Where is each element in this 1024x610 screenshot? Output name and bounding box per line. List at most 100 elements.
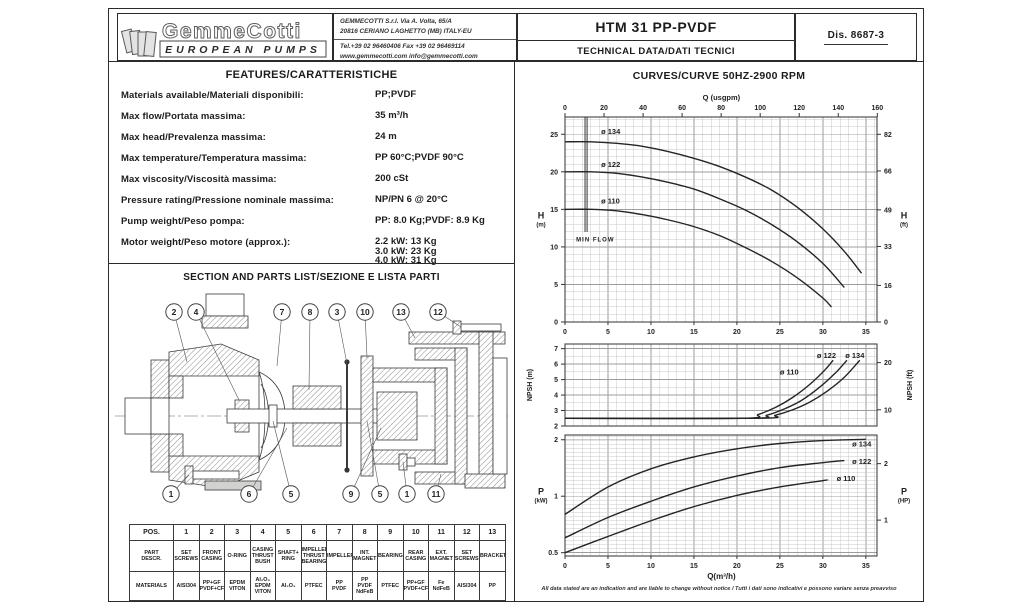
callout-leader xyxy=(336,311,348,365)
company-info-cell: GEMMECOTTI S.r.l. Via A. Volta, 65/A 208… xyxy=(333,13,517,61)
head-flow-chart: 0 5 10 15 20 25 0 16 33 49 66 82 H (m) H (ft) 0 20 40 60 80 1… xyxy=(516,90,921,340)
features-rows: Materials available/Materiali disponibil… xyxy=(109,88,514,265)
svg-text:7: 7 xyxy=(554,346,558,353)
svg-text:1: 1 xyxy=(884,518,888,525)
feature-row: Motor weight/Peso motore (approx.): 2.2 k… xyxy=(109,235,514,265)
callout-number: 1 xyxy=(405,489,410,499)
svg-text:H: H xyxy=(538,211,545,221)
svg-text:80: 80 xyxy=(717,105,725,112)
callout-number: 8 xyxy=(308,307,313,317)
svg-text:(m): (m) xyxy=(536,223,545,229)
svg-text:P: P xyxy=(901,487,907,497)
svg-text:10: 10 xyxy=(550,244,558,251)
callout-leader xyxy=(248,427,288,495)
parts-table-cell: 7 xyxy=(326,524,353,541)
disclaimer-note: All data stated are an indication and ar… xyxy=(541,586,897,592)
company-address-line1: GEMMECOTTI S.r.l. Via A. Volta, 65/A xyxy=(340,18,452,25)
curve-label: ø 134 xyxy=(845,351,865,360)
curves-title: CURVES/CURVE 50HZ-2900 RPM xyxy=(632,70,806,82)
svg-text:30: 30 xyxy=(819,563,827,570)
svg-text:5: 5 xyxy=(606,329,610,336)
callout-balloon xyxy=(162,485,180,503)
parts-table-cell: IMPELLER xyxy=(326,540,353,572)
logo-wordmark: GemmeCotti xyxy=(162,20,302,43)
svg-text:140: 140 xyxy=(832,105,844,112)
callout-balloon xyxy=(282,485,300,503)
port-flange xyxy=(201,315,249,329)
features-title: FEATURES/CARATTERISTICHE xyxy=(225,69,398,81)
parts-table: POS. 1 2 3 4 5 6 7 8 9 10 11 12 13 PART DESCR. SET SCRE… xyxy=(129,524,506,601)
parts-table-cell: PTFEC xyxy=(300,571,327,601)
svg-text:2: 2 xyxy=(554,437,558,444)
pump-cross-section-drawing: 2 4 7 8 3 10 13 121 6 5 9 5 1 11 xyxy=(115,293,508,503)
callout-number: 5 xyxy=(378,489,383,499)
external-magnet-end xyxy=(454,347,468,485)
callout-balloon xyxy=(273,303,291,321)
npsh-chart: 2 3 4 5 6 7 10 20 NPSH (m) NPSH (ft) ø 110 ø 122 ø 1… xyxy=(516,338,921,432)
curve-label: ø 122 xyxy=(817,351,836,360)
parts-table-cell: AISI304 xyxy=(173,571,200,601)
set-screw-top xyxy=(456,323,502,332)
svg-text:6: 6 xyxy=(554,362,558,369)
parts-table-cell: 6 xyxy=(300,524,327,541)
svg-text:20: 20 xyxy=(600,105,608,112)
feature-value: 2.2 kW: 13 Kg 3.0 kW: 23 Kg 4.0 kW: 31 K… xyxy=(375,236,437,266)
parts-table-cell: SET SCREWS xyxy=(173,540,200,572)
callout-number: 12 xyxy=(433,307,443,317)
book-stack-icon xyxy=(120,28,157,58)
curve-label: ø 110 xyxy=(837,474,856,483)
svg-text:2: 2 xyxy=(884,461,888,468)
feature-value: NP/PN 6 @ 20°C xyxy=(375,194,448,205)
parts-table-row: PART DESCR. SET SCREWS FRONT CASING O-RING C… xyxy=(129,540,506,572)
parts-table-cell: Al₂O₃ xyxy=(275,571,302,601)
feature-label: Motor weight/Peso motore (approx.): xyxy=(121,237,291,248)
svg-text:20: 20 xyxy=(733,563,741,570)
callout-balloon xyxy=(398,485,416,503)
internal-magnet xyxy=(376,391,418,441)
parts-table-cell: PP+GF PVDF+CF xyxy=(198,571,225,601)
callout-number: 10 xyxy=(360,307,370,317)
feature-value: PP;PVDF xyxy=(375,89,417,100)
rear-casing-plate xyxy=(360,355,374,477)
svg-text:40: 40 xyxy=(639,105,647,112)
set-screw-left-shank xyxy=(192,470,240,480)
suction-bore xyxy=(150,397,170,435)
parts-table-cell: EXT. MAGNET xyxy=(428,540,455,572)
callout-leader xyxy=(366,420,381,495)
curves-panel: CURVES/CURVE 50HZ-2900 RPM 0 5 10 15 20 25 0 16… xyxy=(514,61,923,601)
shaft-ring-1 xyxy=(268,404,278,428)
parts-table-cell: 10 xyxy=(402,524,429,541)
parts-table-cell: PP xyxy=(479,571,506,601)
feature-label: Materials available/Materiali disponibil… xyxy=(121,90,304,101)
parts-table-cell: PTFEC xyxy=(377,571,404,601)
feature-row: Max head/Prevalenza massima: 24 m xyxy=(109,130,514,151)
discharge-port xyxy=(205,293,245,317)
svg-text:66: 66 xyxy=(884,168,892,175)
svg-text:2: 2 xyxy=(554,424,558,431)
thrust-housing-upper xyxy=(292,385,342,410)
curve-label: ø 122 xyxy=(601,160,620,169)
parts-table-cell: IMPELLER THRUST BEARING xyxy=(300,540,327,572)
info-divider xyxy=(334,38,516,40)
callout-balloon xyxy=(301,303,319,321)
set-screw-right-nut xyxy=(406,457,416,467)
parts-table-cell: 11 xyxy=(428,524,455,541)
thrust-housing-lower xyxy=(292,422,342,447)
svg-text:0: 0 xyxy=(563,105,567,112)
svg-text:0: 0 xyxy=(884,320,888,327)
drawing-number: Dis. 8687-3 xyxy=(823,30,889,45)
logo-sub-box xyxy=(159,40,327,58)
curve-ø110 xyxy=(564,479,829,554)
title-cell: HTM 31 PP-PVDF TECHNICAL DATA/DATI TECNI… xyxy=(517,13,795,61)
curve-ø122 xyxy=(564,459,845,539)
grid xyxy=(564,435,877,556)
callout-number: 13 xyxy=(396,307,406,317)
motor-flange xyxy=(492,357,508,475)
grid xyxy=(564,117,877,323)
svg-text:0: 0 xyxy=(563,329,567,336)
svg-text:100: 100 xyxy=(754,105,766,112)
svg-text:0: 0 xyxy=(563,563,567,570)
parts-table-cell: AISI304 xyxy=(453,571,480,601)
curve-ø134 xyxy=(564,438,866,515)
curve-label: ø 122 xyxy=(852,457,871,466)
